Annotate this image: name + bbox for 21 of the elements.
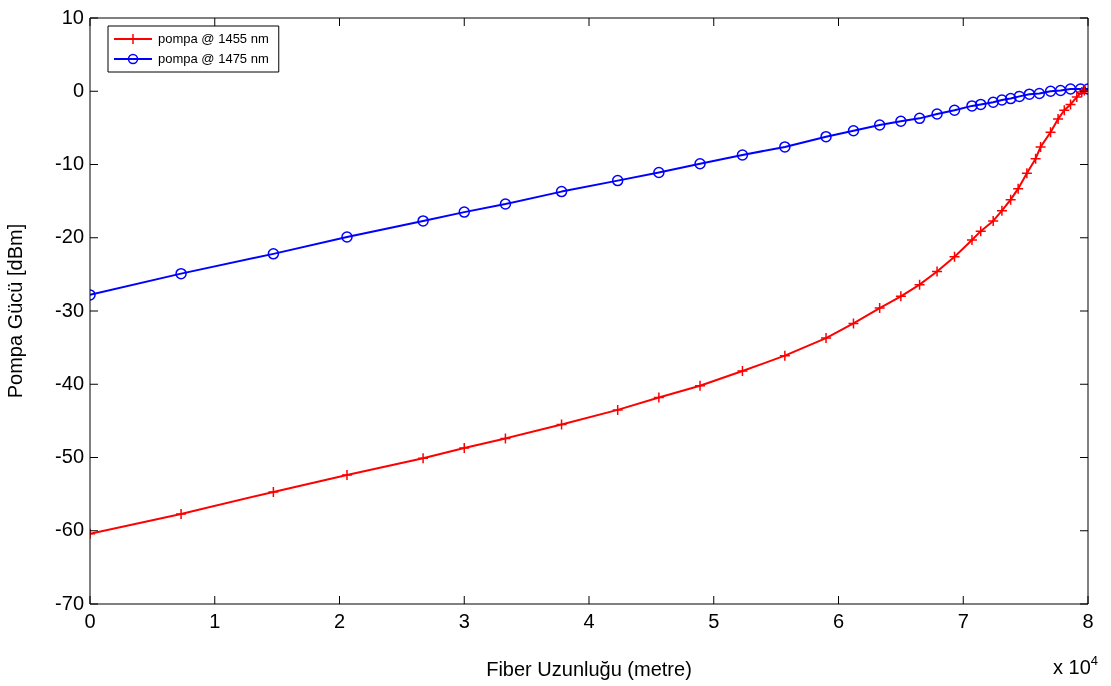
y-tick-label: 10 <box>61 5 84 28</box>
legend-label: pompa @ 1475 nm <box>158 50 269 66</box>
x-tick-label: 6 <box>832 609 845 632</box>
x-tick-label: 5 <box>708 609 720 632</box>
y-tick-label: -10 <box>55 152 84 175</box>
x-axis-title: Fiber Uzunluğu (metre) <box>486 657 692 680</box>
x-tick-label: 7 <box>957 609 969 632</box>
x-tick-label: 1 <box>209 609 221 632</box>
y-tick-label: -30 <box>55 298 84 321</box>
y-tick-label: -60 <box>55 518 84 541</box>
y-tick-label: -20 <box>55 225 84 248</box>
y-tick-label: -70 <box>55 591 84 614</box>
y-axis-title: Pompa Gücü [dBm] <box>3 223 26 399</box>
x-tick-label: 8 <box>1082 609 1094 632</box>
x-tick-label: 4 <box>583 609 595 632</box>
y-tick-label: -50 <box>55 445 84 468</box>
x-tick-label: 2 <box>333 609 346 632</box>
x-tick-label: 3 <box>458 609 470 632</box>
y-tick-label: 0 <box>72 78 84 101</box>
y-tick-label: -40 <box>55 371 84 394</box>
legend-label: pompa @ 1455 nm <box>158 30 269 46</box>
